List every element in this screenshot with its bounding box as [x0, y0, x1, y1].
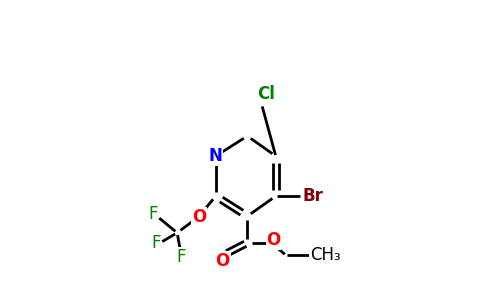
Text: N: N: [209, 147, 223, 165]
Text: F: F: [148, 205, 158, 223]
Text: F: F: [176, 248, 186, 266]
Text: F: F: [151, 234, 160, 252]
Text: Cl: Cl: [257, 85, 275, 103]
Text: O: O: [266, 231, 281, 249]
Text: O: O: [215, 252, 230, 270]
Text: CH₃: CH₃: [310, 247, 341, 265]
Text: Br: Br: [302, 187, 323, 205]
Text: O: O: [192, 208, 206, 226]
